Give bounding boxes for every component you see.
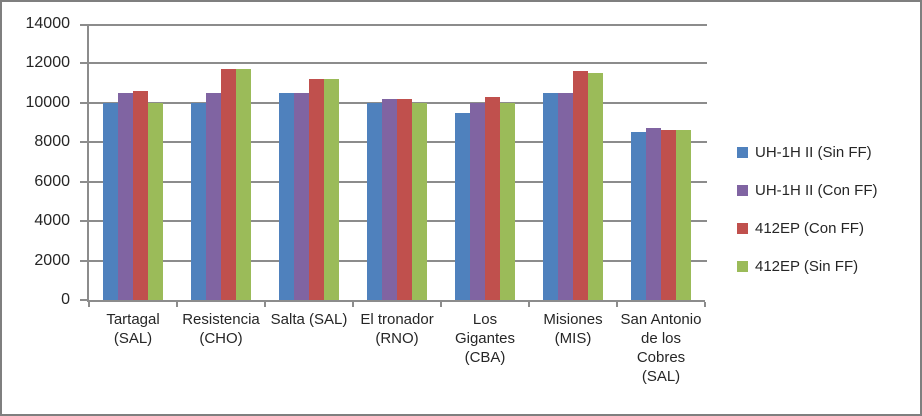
bar-group [353, 24, 441, 300]
bar [543, 93, 558, 300]
bar-group [617, 24, 705, 300]
bar-group [529, 24, 617, 300]
x-axis-tick [528, 302, 530, 307]
legend-label: 412EP (Con FF) [755, 219, 864, 237]
bar [455, 113, 470, 300]
bar [103, 103, 118, 300]
x-axis-tick [88, 302, 90, 307]
legend-label: UH-1H II (Sin FF) [755, 143, 872, 161]
x-axis-tick [440, 302, 442, 307]
gridline [89, 62, 707, 65]
y-tick-label: 6000 [34, 172, 70, 190]
legend-label: 412EP (Sin FF) [755, 257, 859, 275]
bar [485, 97, 500, 300]
y-axis-tick [80, 141, 87, 144]
y-axis-tick [80, 180, 87, 183]
x-axis-tick [176, 302, 178, 307]
category-label: San Antonio de los Cobres (SAL) [620, 311, 702, 385]
x-axis-tick [616, 302, 618, 307]
bar [412, 103, 427, 300]
bar [324, 79, 339, 300]
bar [191, 103, 206, 300]
bar [236, 69, 251, 300]
category-label: El tronador (RNO) [360, 311, 434, 347]
category-label: Resistencia (CHO) [182, 311, 260, 347]
bar [279, 93, 294, 300]
bar [221, 69, 236, 300]
legend-item: 412EP (Con FF) [737, 218, 878, 238]
bar [367, 103, 382, 300]
legend-swatch-icon [737, 184, 748, 196]
legend-label: UH-1H II (Con FF) [755, 181, 878, 199]
bar [397, 99, 412, 300]
category-label: Los Gigantes (CBA) [454, 311, 516, 366]
category-label: Misiones (MIS) [543, 311, 603, 347]
y-axis-tick [80, 62, 87, 65]
bar [646, 128, 661, 300]
bar [118, 93, 133, 300]
y-axis-tick [80, 259, 87, 262]
bar [133, 91, 148, 300]
gridline [89, 24, 707, 26]
bar [470, 103, 485, 300]
y-axis-tick [80, 101, 87, 104]
bar [148, 103, 163, 300]
bar [588, 73, 603, 300]
bar [382, 99, 397, 300]
legend-swatch-icon [737, 222, 748, 234]
y-tick-label: 2000 [34, 251, 70, 269]
legend: UH-1H II (Sin FF) UH-1H II (Con FF) 412EP … [737, 142, 878, 294]
plot-area [80, 24, 707, 307]
y-tick-label: 12000 [25, 54, 71, 72]
bar [500, 103, 515, 300]
y-tick-label: 8000 [34, 133, 70, 151]
bar [309, 79, 324, 300]
category-label: Salta (SAL) [270, 311, 348, 328]
x-axis-tick [264, 302, 266, 307]
y-axis-tick [80, 220, 87, 223]
bar [631, 132, 646, 300]
bar-group [441, 24, 529, 300]
y-tick-label: 10000 [25, 93, 71, 111]
bar [206, 93, 221, 300]
bar-group [89, 24, 177, 300]
category-label: Tartagal (SAL) [106, 311, 160, 347]
bar-group [265, 24, 353, 300]
y-axis-tick [80, 24, 87, 26]
bar [558, 93, 573, 300]
x-axis-tick [704, 302, 706, 307]
y-tick-label: 4000 [34, 212, 70, 230]
legend-item: 412EP (Sin FF) [737, 256, 878, 276]
x-axis-tick [352, 302, 354, 307]
y-tick-label: 0 [61, 291, 70, 308]
y-axis-tick [80, 299, 87, 301]
bar [676, 130, 691, 300]
y-tick-label: 14000 [25, 15, 71, 32]
bar [573, 71, 588, 300]
bar [661, 130, 676, 300]
legend-swatch-icon [737, 146, 748, 158]
legend-item: UH-1H II (Sin FF) [737, 142, 878, 162]
legend-item: UH-1H II (Con FF) [737, 180, 878, 200]
bar-group [177, 24, 265, 300]
legend-swatch-icon [737, 260, 748, 272]
bar [294, 93, 309, 300]
